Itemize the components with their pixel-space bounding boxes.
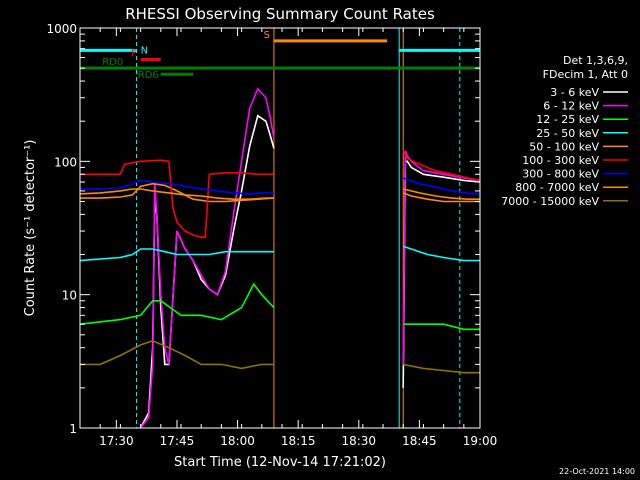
series-line — [139, 87, 275, 429]
y-tick-label: 1000 — [46, 22, 77, 36]
y-tick-label: 10 — [62, 289, 77, 303]
x-axis-label: Start Time (12-Nov-14 17:21:02) — [174, 455, 386, 470]
y-tick-label: 1 — [69, 422, 77, 436]
y-tick-label: 100 — [54, 155, 77, 169]
series-line — [402, 150, 481, 365]
series-line — [403, 323, 480, 331]
flag-bar-label: F — [131, 49, 137, 60]
x-tick-label: 18:30 — [341, 434, 376, 448]
legend-item-label: 25 - 50 keV — [536, 127, 599, 140]
legend-item-label: 300 - 800 keV — [522, 168, 599, 181]
x-tick-label: 18:00 — [220, 434, 255, 448]
series-line — [80, 340, 274, 370]
series-line — [80, 159, 274, 238]
x-axis: 17:30 17:45 18:00 18:15 18:30 18:45 19:00 — [79, 28, 498, 448]
series-line — [402, 245, 480, 262]
legend-item-label: 800 - 7000 keV — [515, 181, 599, 194]
series-line — [79, 188, 274, 200]
legend-item-label: 50 - 100 keV — [529, 140, 599, 153]
x-tick-label: 17:45 — [160, 434, 195, 448]
chart-title: RHESSI Observing Summary Count Rates — [125, 5, 435, 23]
x-tick-label: 17:30 — [99, 434, 134, 448]
legend-header-line-2: FDecim 1, Att 0 — [543, 68, 628, 81]
flag-bar-label: RD6 — [138, 70, 159, 81]
series-line — [403, 363, 480, 374]
x-tick-label: 18:15 — [281, 434, 316, 448]
legend-item-label: 7000 - 15000 keV — [501, 195, 599, 208]
y-axis-label: Count Rate (s⁻¹ detector⁻¹) — [23, 140, 38, 317]
series-line — [79, 282, 275, 325]
series-group — [79, 87, 481, 429]
plot-frame — [79, 27, 481, 429]
x-tick-label: 18:45 — [402, 434, 437, 448]
series-line — [402, 192, 480, 203]
series-line — [402, 150, 481, 182]
series-line — [80, 179, 274, 195]
legend-header-line-1: Det 1,3,6,9, — [563, 54, 628, 67]
series-line — [79, 248, 274, 262]
series-line — [402, 177, 481, 195]
y-axis: 1 10 100 1000 — [46, 22, 480, 436]
series-line — [403, 188, 480, 200]
flag-bar-label: S — [264, 30, 270, 41]
footer-date: 22-Oct-2021 14:00 — [559, 467, 635, 476]
x-tick-label: 19:00 — [463, 434, 498, 448]
flag-bar-label: N — [141, 45, 148, 56]
legend-item-label: 6 - 12 keV — [543, 100, 599, 113]
flag-bar-label: RD0 — [102, 57, 123, 68]
legend-item-label: 3 - 6 keV — [550, 86, 599, 99]
legend-item-label: 100 - 300 keV — [522, 154, 599, 167]
legend-item-label: 12 - 25 keV — [536, 113, 599, 126]
flag-bars: N S F RD0 RD6 — [80, 30, 480, 81]
night-markers — [136, 28, 461, 428]
